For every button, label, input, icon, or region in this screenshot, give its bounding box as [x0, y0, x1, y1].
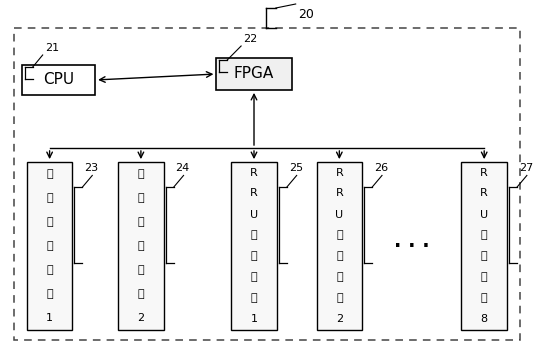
- Bar: [14, 28, 520, 340]
- Text: 22: 22: [243, 34, 257, 44]
- Text: 扩: 扩: [481, 231, 488, 240]
- Bar: [317, 162, 362, 330]
- Bar: [118, 162, 163, 330]
- Text: 展: 展: [481, 251, 488, 262]
- Text: 26: 26: [374, 163, 388, 174]
- Text: 8: 8: [481, 314, 488, 325]
- Text: 光: 光: [46, 265, 53, 275]
- Bar: [217, 58, 292, 90]
- Text: 级: 级: [138, 169, 144, 179]
- Text: R: R: [336, 189, 343, 199]
- Text: 2: 2: [336, 314, 343, 325]
- Bar: [231, 162, 277, 330]
- Text: 扩: 扩: [336, 231, 343, 240]
- Text: 口: 口: [336, 294, 343, 303]
- Bar: [27, 162, 72, 330]
- Text: 展: 展: [138, 241, 144, 251]
- Text: 级: 级: [46, 169, 53, 179]
- Text: 23: 23: [84, 163, 99, 174]
- Text: 口: 口: [46, 289, 53, 299]
- Text: 联: 联: [46, 193, 53, 203]
- Text: 展: 展: [46, 241, 53, 251]
- Text: 联: 联: [138, 193, 144, 203]
- Text: 扩: 扩: [138, 217, 144, 227]
- Text: 扩: 扩: [46, 217, 53, 227]
- Text: 1: 1: [46, 313, 53, 323]
- Text: 21: 21: [44, 43, 59, 53]
- Text: R: R: [250, 189, 258, 199]
- Text: 扩: 扩: [251, 231, 257, 240]
- Text: U: U: [250, 209, 258, 220]
- Text: R: R: [336, 168, 343, 177]
- Text: 展: 展: [251, 251, 257, 262]
- Text: 光: 光: [138, 265, 144, 275]
- Text: 1: 1: [250, 314, 257, 325]
- Text: 展: 展: [336, 251, 343, 262]
- Text: 20: 20: [297, 7, 314, 20]
- Bar: [461, 162, 507, 330]
- Text: 27: 27: [519, 163, 533, 174]
- Bar: [22, 65, 95, 95]
- Text: 24: 24: [176, 163, 190, 174]
- Text: R: R: [480, 189, 488, 199]
- Text: 2: 2: [137, 313, 145, 323]
- Text: CPU: CPU: [43, 73, 74, 88]
- Text: 光: 光: [251, 272, 257, 283]
- Text: 25: 25: [289, 163, 303, 174]
- Text: R: R: [250, 168, 258, 177]
- Text: R: R: [480, 168, 488, 177]
- Text: U: U: [480, 209, 488, 220]
- Text: U: U: [336, 209, 344, 220]
- Text: 光: 光: [336, 272, 343, 283]
- Text: 口: 口: [251, 294, 257, 303]
- Text: 口: 口: [138, 289, 144, 299]
- Text: · · ·: · · ·: [394, 237, 429, 256]
- Text: 口: 口: [481, 294, 488, 303]
- Text: FPGA: FPGA: [234, 67, 274, 82]
- Text: 光: 光: [481, 272, 488, 283]
